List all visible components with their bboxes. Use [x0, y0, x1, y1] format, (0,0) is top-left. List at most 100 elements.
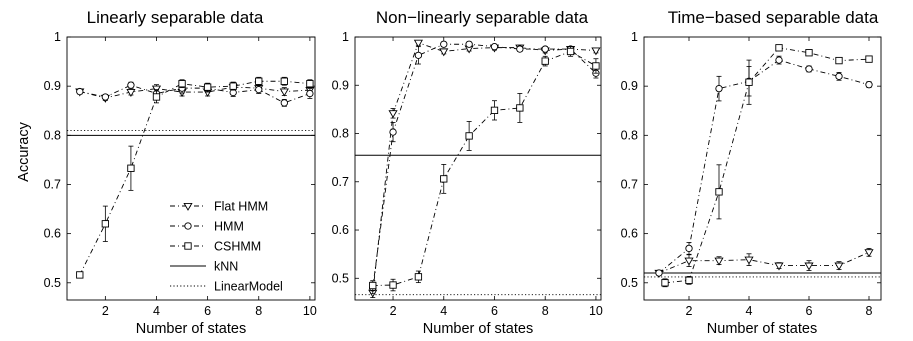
point-cshmm	[440, 175, 448, 183]
axes-frame	[643, 36, 882, 301]
y-tick-label: 0.6	[621, 227, 638, 241]
series-group	[355, 39, 601, 298]
point-hmm	[306, 89, 314, 98]
point-cshmm	[255, 77, 263, 85]
point-cshmm	[661, 279, 669, 287]
x-tick-label: 8	[542, 304, 549, 318]
point-flat-hmm	[774, 262, 784, 271]
panel-non-linearly-separable: Non−linearly separable data 0.5 0.6 0.7 0.8…	[332, 8, 603, 337]
point-flat-hmm	[864, 249, 874, 258]
x-tick-label: 6	[491, 304, 498, 318]
point-cshmm	[178, 80, 186, 88]
point-cshmm	[76, 271, 84, 279]
point-cshmm	[592, 62, 600, 70]
x-tick-label: 2	[686, 304, 693, 318]
x-tick-label: 6	[806, 304, 813, 318]
point-flat-hmm	[388, 110, 398, 119]
y-tick-label: 1	[54, 30, 61, 44]
x-tick-label: 8	[866, 304, 873, 318]
legend: Flat HMM HMM CSHMM kNN LinearModel	[170, 200, 283, 294]
y-tick-label: 0.8	[44, 128, 61, 142]
series-line-hmm	[79, 84, 311, 104]
y-tick-label: 0.9	[44, 79, 61, 93]
panel-title: Time−based separable data	[668, 8, 879, 27]
point-cshmm	[280, 77, 288, 85]
axes-frame	[354, 36, 602, 301]
point-cshmm	[490, 106, 499, 115]
point-cshmm	[516, 104, 524, 112]
x-tick-label: 4	[746, 304, 753, 318]
point-hmm	[805, 65, 813, 73]
y-tick-label: 1	[631, 30, 638, 44]
point-flat-hmm	[439, 48, 449, 57]
point-cshmm	[414, 273, 423, 281]
point-cshmm	[203, 83, 212, 91]
point-flat-hmm	[684, 257, 694, 266]
legend-label: kNN	[214, 260, 238, 274]
point-cshmm	[566, 47, 575, 56]
series-line-cshmm	[372, 50, 597, 286]
y-tick-label: 1	[342, 30, 349, 44]
point-hmm	[255, 85, 263, 94]
x-tick-label: 10	[589, 304, 603, 318]
point-cshmm	[805, 49, 813, 57]
series-line-flat-hmm	[79, 86, 310, 99]
point-flat-hmm	[714, 257, 724, 266]
point-cshmm	[389, 281, 397, 289]
panel-linearly-separable: Linearly separable data 0.5 0.6 0.7 0.8 0.9 1…	[44, 8, 317, 337]
y-tick-label: 0.5	[44, 276, 61, 290]
y-tick-label: 0.5	[621, 276, 638, 290]
point-cshmm	[835, 56, 843, 65]
point-hmm	[655, 269, 663, 277]
panel-time-based-separable: Time−based separable data 0.50.60.70.80.…	[621, 8, 882, 337]
point-hmm	[127, 81, 135, 89]
plot-area: 0.5 0.6 0.7 0.8 0.9 1 2 4 6 8	[621, 30, 882, 318]
axes-frame	[66, 36, 316, 301]
x-tick-label: 4	[153, 304, 160, 318]
point-cshmm	[541, 57, 549, 65]
plot-area: 0.5 0.6 0.7 0.8 0.9 1 2 4 6 8 10	[44, 30, 317, 318]
panel-title: Non−linearly separable data	[376, 8, 589, 27]
x-axis-label: Number of states	[423, 321, 533, 337]
point-cshmm	[229, 82, 237, 90]
point-cshmm	[745, 78, 753, 86]
y-tick-label: 0.8	[621, 128, 638, 142]
legend-label: HMM	[214, 220, 244, 234]
point-hmm	[76, 87, 84, 96]
point-flat-hmm	[413, 39, 423, 48]
point-flat-hmm	[744, 256, 754, 265]
y-axis-label: Accuracy	[16, 121, 32, 181]
point-hmm	[465, 40, 473, 48]
x-tick-label: 2	[102, 304, 109, 318]
x-tick-label: 10	[303, 304, 317, 318]
y-tick-label: 0.7	[621, 177, 638, 191]
point-hmm	[389, 128, 397, 136]
y-tick-label: 0.6	[44, 227, 61, 241]
y-tick-label: 0.7	[44, 177, 61, 191]
series-line-hmm	[658, 59, 870, 274]
point-cshmm	[465, 132, 473, 140]
point-cshmm	[127, 164, 135, 172]
point-flat-hmm	[126, 89, 136, 97]
series-group	[67, 76, 315, 279]
y-tick-label: 0.9	[332, 78, 349, 92]
x-tick-label: 2	[390, 304, 397, 318]
point-cshmm	[715, 188, 723, 196]
series-line-hmm	[372, 43, 597, 288]
x-axis-label: Number of states	[707, 321, 817, 337]
point-hmm	[865, 81, 873, 89]
series-line-flat-hmm	[658, 251, 870, 274]
x-tick-label: 4	[440, 304, 447, 318]
x-tick-label: 6	[204, 304, 211, 318]
series-line-cshmm	[79, 80, 310, 276]
point-cshmm	[685, 276, 693, 284]
point-cshmm	[152, 93, 161, 101]
point-flat-hmm	[279, 88, 289, 97]
y-tick-label: 0.8	[332, 127, 349, 141]
legend-label: CSHMM	[214, 240, 261, 254]
point-cshmm	[865, 55, 873, 63]
y-tick-label: 0.9	[621, 79, 638, 93]
point-hmm	[835, 72, 843, 80]
series-line-flat-hmm	[372, 42, 596, 293]
